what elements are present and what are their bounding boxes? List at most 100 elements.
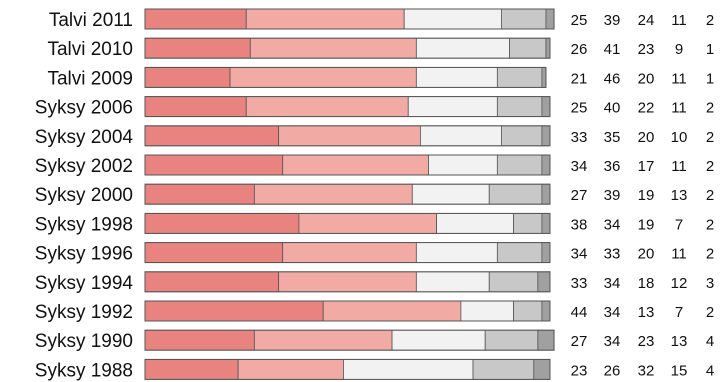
bar-segment <box>407 96 498 117</box>
bar-segment <box>144 8 247 30</box>
bar-segment <box>403 8 502 30</box>
value-label: 4 <box>706 362 714 379</box>
bar-segment <box>460 300 514 322</box>
bar-segment <box>237 358 344 380</box>
bar-segment <box>541 212 551 234</box>
value-label: 25 <box>571 100 588 117</box>
bar-segment <box>343 358 474 380</box>
value-label: 19 <box>638 187 655 204</box>
value-label: 20 <box>638 70 655 87</box>
bar-segment <box>144 183 255 205</box>
bar-segment <box>322 300 462 322</box>
bar-segment <box>488 183 543 205</box>
bar-segment <box>144 96 247 117</box>
bar-segment <box>144 329 255 351</box>
bar-segment <box>500 125 543 147</box>
bar-segment <box>541 154 551 176</box>
value-label: 33 <box>571 275 588 292</box>
bar-segment <box>541 183 551 205</box>
row-label: Syksy 1996 <box>35 244 133 265</box>
value-label: 4 <box>706 333 714 350</box>
bar-outline <box>144 183 551 205</box>
bar-segment <box>415 37 510 59</box>
value-label: 1 <box>706 70 714 87</box>
bar-segment <box>253 183 413 205</box>
value-label: 24 <box>638 12 655 29</box>
value-label: 36 <box>604 158 621 175</box>
bar-segment <box>144 271 280 293</box>
value-label: 7 <box>675 304 683 321</box>
bar-segment <box>253 329 393 351</box>
bar-segment <box>144 212 300 234</box>
bar-segment <box>282 154 429 176</box>
bar-segment <box>282 242 417 264</box>
bar-segment <box>496 242 543 264</box>
value-label: 25 <box>571 12 588 29</box>
value-label: 23 <box>638 333 655 350</box>
bar-outline <box>144 66 547 88</box>
bar-segment <box>144 154 284 176</box>
bar-segment <box>415 271 490 293</box>
bar-segment <box>144 125 280 147</box>
value-label: 34 <box>604 216 621 233</box>
bar-segment <box>411 183 490 205</box>
row-label: Syksy 2002 <box>35 156 133 177</box>
bar-outline <box>144 212 551 234</box>
value-label: 39 <box>604 187 621 204</box>
value-label: 2 <box>706 304 714 321</box>
bar-segment <box>541 300 551 322</box>
bar-segment <box>545 8 555 30</box>
row-label: Talvi 2010 <box>47 39 133 60</box>
bar-segment <box>496 96 543 117</box>
value-label: 46 <box>604 70 621 87</box>
bar-segment <box>144 242 284 264</box>
bar-segment <box>278 125 421 147</box>
row-label: Syksy 1990 <box>35 331 133 352</box>
row-label: Syksy 1994 <box>35 273 134 294</box>
bar-segment <box>533 358 551 380</box>
value-label: 2 <box>706 187 714 204</box>
bar-segment <box>541 96 551 117</box>
row-label: Syksy 2000 <box>35 185 133 206</box>
value-label: 10 <box>671 129 688 146</box>
value-label: 2 <box>706 216 714 233</box>
bar-segment <box>537 329 555 351</box>
bar-segment <box>245 8 405 30</box>
value-label: 35 <box>604 129 621 146</box>
bar-segment <box>545 37 551 59</box>
value-label: 23 <box>571 362 588 379</box>
row-label: Talvi 2009 <box>47 68 133 89</box>
bar-segment <box>144 358 239 380</box>
value-label: 11 <box>671 246 687 263</box>
value-label: 19 <box>638 216 655 233</box>
bar-segment <box>415 242 498 264</box>
bar-segment <box>541 242 551 264</box>
bar-segment <box>144 37 251 59</box>
bars-layer <box>144 8 555 380</box>
value-label: 20 <box>638 129 655 146</box>
bar-segment <box>541 67 547 88</box>
row-label: Talvi 2011 <box>49 10 133 31</box>
value-label: 15 <box>671 362 688 379</box>
value-label: 34 <box>604 333 621 350</box>
value-label: 44 <box>571 304 588 321</box>
value-label: 3 <box>706 275 714 292</box>
bar-segment <box>488 271 539 293</box>
value-label: 2 <box>706 100 714 117</box>
bar-segment <box>496 154 543 176</box>
value-label: 2 <box>706 246 714 263</box>
value-label: 32 <box>638 362 655 379</box>
row-label: Syksy 2004 <box>35 127 134 148</box>
row-label: Syksy 2006 <box>35 98 133 119</box>
value-labels: 25 39 24 11 226 41 23 9 121 46 20 11 125 40 22 11 233 35 2… <box>571 12 715 379</box>
bar-segment <box>415 67 498 88</box>
value-label: 26 <box>604 362 621 379</box>
bar-segment <box>513 300 543 322</box>
value-label: 11 <box>671 70 687 87</box>
value-label: 11 <box>671 12 687 29</box>
bar-outline <box>144 125 551 147</box>
bar-outline <box>144 329 555 351</box>
bar-segment <box>298 212 437 234</box>
value-label: 2 <box>706 12 714 29</box>
